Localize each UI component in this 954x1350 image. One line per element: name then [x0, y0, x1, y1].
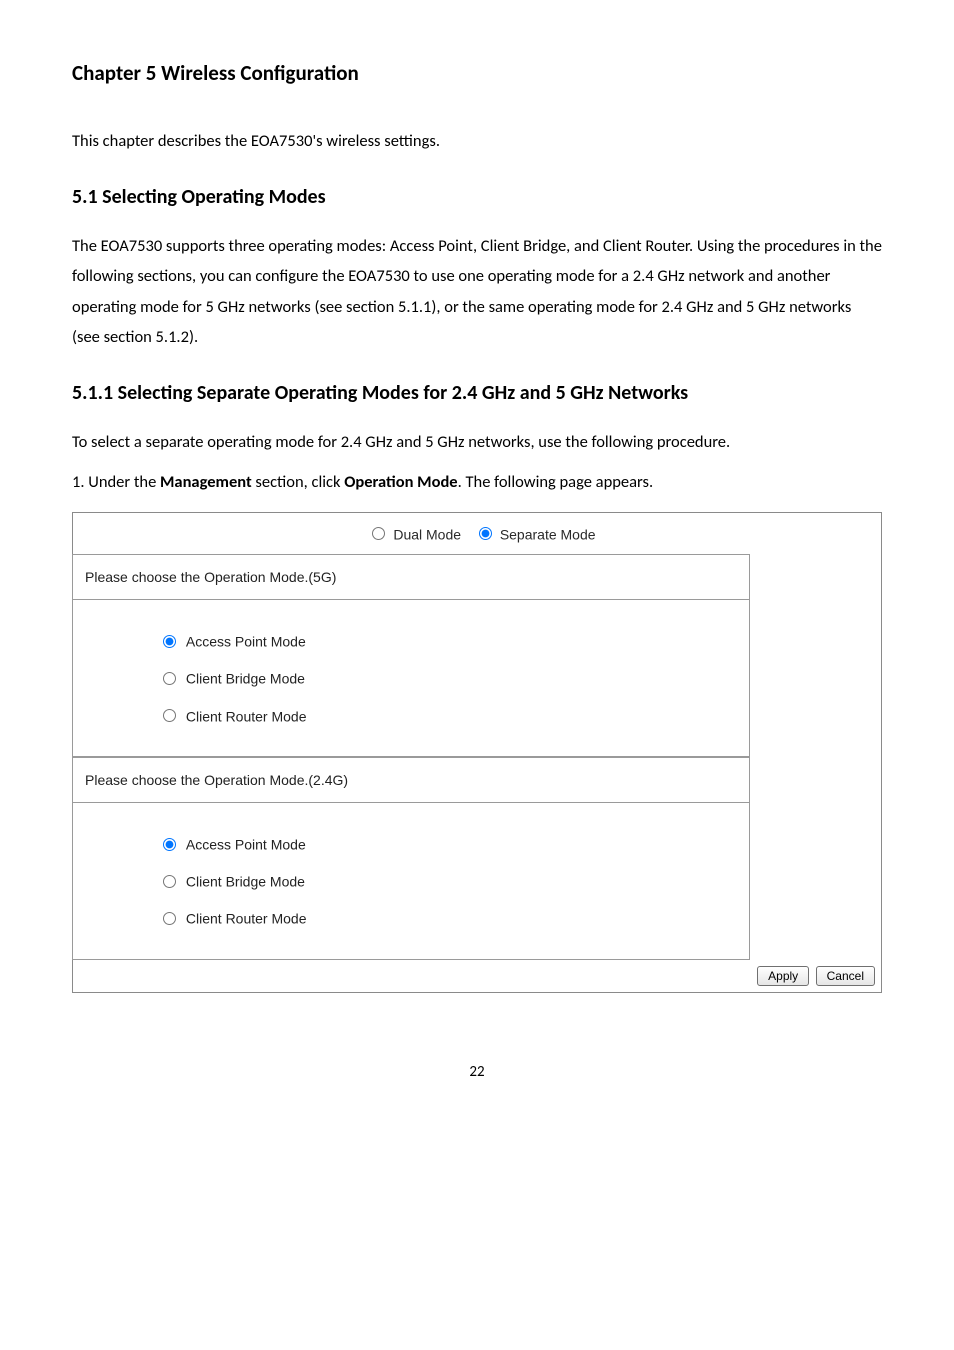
- operation-mode-5g-options: Access Point Mode Client Bridge Mode Cli…: [73, 600, 749, 756]
- radio-24g-access-point[interactable]: [163, 838, 176, 851]
- option-24g-access-point: Access Point Mode: [163, 825, 737, 862]
- label-24g-access-point: Access Point Mode: [186, 836, 306, 852]
- option-24g-client-router: Client Router Mode: [163, 899, 737, 936]
- page-number: 22: [72, 1063, 882, 1081]
- section-5-1-1-paragraph-b: 1. Under the Management section, click O…: [72, 467, 882, 498]
- step-text-pre: 1. Under the: [72, 472, 160, 492]
- section-5-1-1-paragraph-a: To select a separate operating mode for …: [72, 427, 882, 458]
- operation-mode-24g-title: Please choose the Operation Mode.(2.4G): [73, 757, 749, 803]
- radio-24g-client-bridge[interactable]: [163, 875, 176, 888]
- step-text-bold-management: Management: [160, 472, 252, 492]
- option-24g-client-bridge: Client Bridge Mode: [163, 862, 737, 899]
- operation-mode-24g-panel: Please choose the Operation Mode.(2.4G) …: [72, 757, 750, 960]
- label-5g-access-point: Access Point Mode: [186, 633, 306, 649]
- separate-mode-radio[interactable]: [479, 527, 492, 540]
- operation-mode-panel: Dual Mode Separate Mode Please choose th…: [72, 512, 882, 993]
- chapter-heading: Chapter 5 Wireless Configuration: [72, 60, 882, 86]
- separate-mode-label: Separate Mode: [500, 526, 596, 542]
- option-5g-client-bridge: Client Bridge Mode: [163, 659, 737, 696]
- label-24g-client-router: Client Router Mode: [186, 911, 307, 927]
- intro-paragraph: This chapter describes the EOA7530's wir…: [72, 126, 882, 157]
- radio-5g-client-bridge[interactable]: [163, 672, 176, 685]
- operation-mode-5g-title: Please choose the Operation Mode.(5G): [73, 555, 749, 600]
- step-text-bold-operation-mode: Operation Mode: [344, 472, 457, 492]
- section-5-1-heading: 5.1 Selecting Operating Modes: [72, 185, 882, 209]
- operation-mode-24g-options: Access Point Mode Client Bridge Mode Cli…: [73, 803, 749, 959]
- label-24g-client-bridge: Client Bridge Mode: [186, 873, 305, 889]
- dual-mode-radio[interactable]: [372, 527, 385, 540]
- mode-toggle-strip: Dual Mode Separate Mode: [73, 513, 881, 554]
- radio-24g-client-router[interactable]: [163, 912, 176, 925]
- section-5-1-1-heading: 5.1.1 Selecting Separate Operating Modes…: [72, 381, 882, 405]
- section-5-1-paragraph: The EOA7530 supports three operating mod…: [72, 231, 882, 353]
- apply-button[interactable]: Apply: [757, 966, 809, 986]
- button-row: Apply Cancel: [73, 960, 881, 992]
- option-5g-access-point: Access Point Mode: [163, 622, 737, 659]
- step-text-post: . The following page appears.: [458, 472, 653, 492]
- radio-5g-client-router[interactable]: [163, 709, 176, 722]
- document-page: Chapter 5 Wireless Configuration This ch…: [0, 0, 954, 1121]
- dual-mode-label: Dual Mode: [393, 526, 461, 542]
- cancel-button[interactable]: Cancel: [816, 966, 875, 986]
- step-text-mid: section, click: [252, 472, 345, 492]
- label-5g-client-router: Client Router Mode: [186, 708, 307, 724]
- operation-mode-5g-panel: Please choose the Operation Mode.(5G) Ac…: [72, 554, 750, 757]
- radio-5g-access-point[interactable]: [163, 635, 176, 648]
- option-5g-client-router: Client Router Mode: [163, 697, 737, 734]
- label-5g-client-bridge: Client Bridge Mode: [186, 671, 305, 687]
